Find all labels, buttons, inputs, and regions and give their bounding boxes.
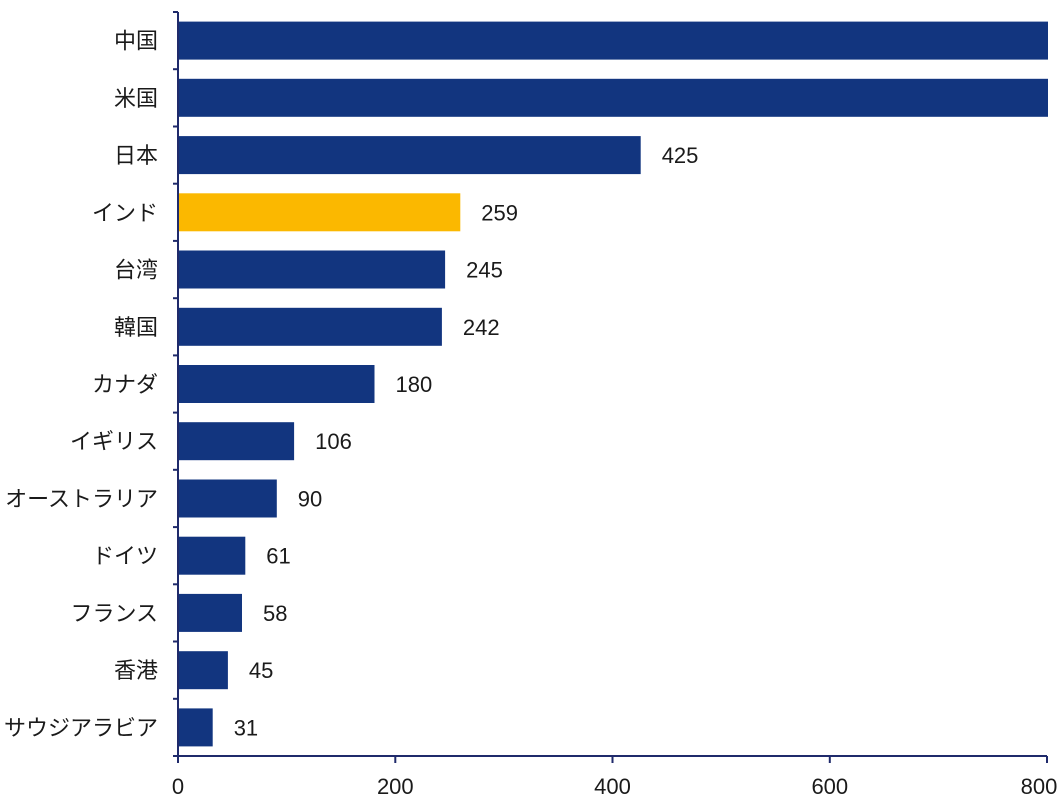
bars-group: [179, 21, 1048, 747]
category-label-9: オーストラリア: [5, 488, 158, 513]
bar-7: [179, 365, 375, 403]
bar-10: [179, 536, 246, 575]
category-labels-group: 中国米国日本インド台湾韓国カナダイギリスオーストラリアドイツフランス香港サウジア…: [4, 30, 158, 742]
category-label-6: 韓国: [114, 316, 158, 341]
value-label-5: 245: [466, 258, 503, 283]
category-label-11: フランス: [70, 602, 158, 627]
x-ticks-group: 0 200 400 600 800: [172, 756, 1057, 799]
bar-12: [179, 651, 228, 690]
value-label-11: 58: [263, 601, 287, 626]
bar-13: [179, 708, 213, 747]
category-label-5: 台湾: [114, 259, 158, 284]
value-label-7: 180: [396, 372, 433, 397]
value-label-12: 45: [249, 658, 273, 683]
bar-4: [179, 193, 461, 232]
value-label-3: 425: [662, 143, 699, 168]
bar-3: [179, 136, 641, 175]
value-label-9: 90: [298, 487, 322, 512]
bar-11: [179, 593, 242, 632]
bar-6: [179, 307, 442, 346]
value-label-8: 106: [315, 429, 352, 454]
x-tick-label-2: 200: [377, 774, 414, 799]
bar-5: [179, 250, 446, 289]
category-label-1: 中国: [114, 30, 158, 55]
value-label-10: 61: [266, 544, 290, 569]
x-tick-label-3: 400: [594, 774, 631, 799]
value-label-4: 259: [481, 200, 518, 225]
x-tick-label-1: 0: [172, 774, 184, 799]
value-label-6: 242: [463, 315, 500, 340]
category-label-13: サウジアラビア: [4, 716, 158, 741]
value-label-13: 31: [234, 715, 258, 740]
category-label-2: 米国: [114, 87, 158, 112]
bar-1: [179, 21, 1048, 60]
x-tick-label-4: 600: [811, 774, 848, 799]
category-label-8: イギリス: [70, 430, 158, 455]
category-label-3: 日本: [114, 144, 158, 169]
value-labels-group: 425 259 245 242 180 106 90 61 58 45 31: [234, 143, 699, 740]
category-label-10: ドイツ: [92, 545, 158, 570]
bar-9: [179, 479, 277, 518]
bar-8: [179, 422, 295, 461]
x-tick-label-5: 800: [1021, 774, 1058, 799]
bar-2: [179, 78, 1048, 117]
category-label-4: インド: [92, 201, 158, 226]
category-label-7: カナダ: [92, 373, 158, 398]
category-label-12: 香港: [114, 659, 158, 684]
